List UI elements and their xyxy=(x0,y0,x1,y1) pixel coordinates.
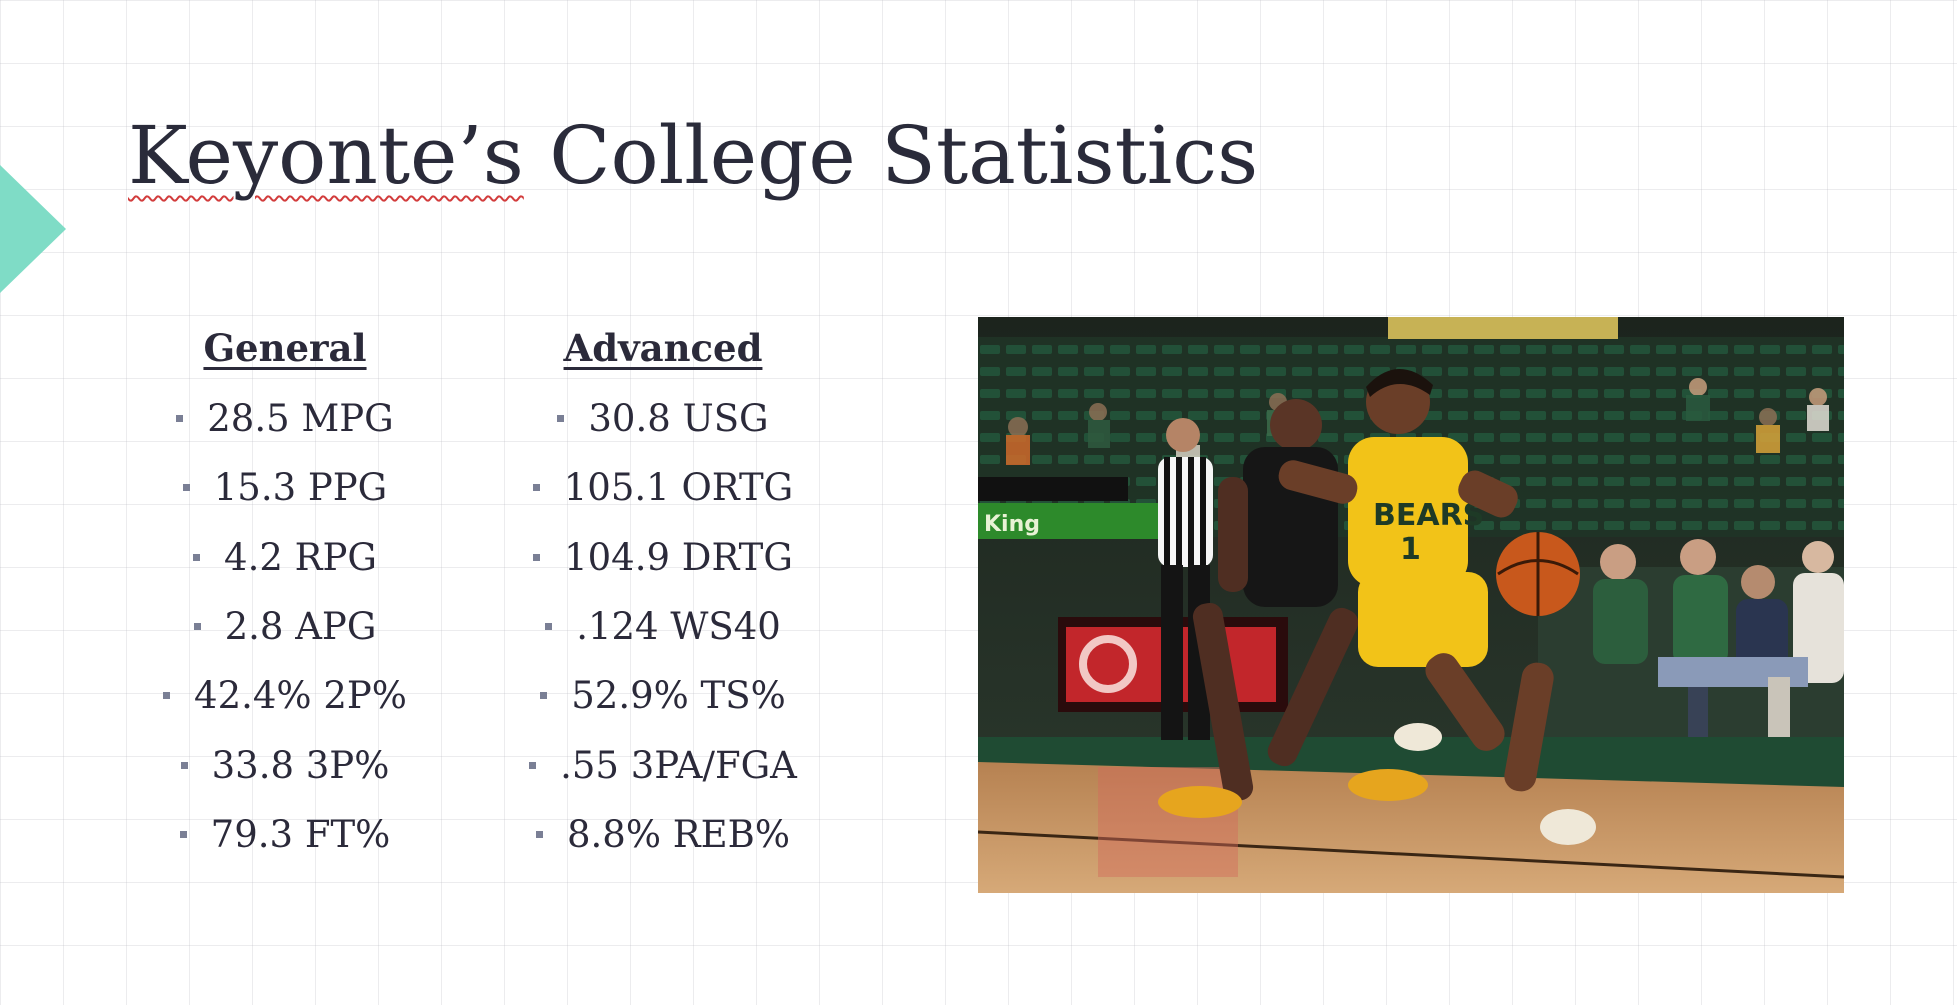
list-item: 105.1 ORTG xyxy=(498,453,828,522)
list-item: 33.8 3P% xyxy=(120,730,450,799)
bullet-icon xyxy=(532,484,540,492)
stat-text: 8.8% REB% xyxy=(567,812,790,856)
bullet-icon xyxy=(557,415,565,423)
bullet-icon xyxy=(536,830,543,838)
list-item: 79.3 FT% xyxy=(120,800,450,869)
list-item: 30.8 USG xyxy=(498,384,828,453)
advanced-heading: Advanced xyxy=(563,326,763,370)
stat-text: 15.3 PPG xyxy=(213,466,388,510)
list-item: 2.8 APG xyxy=(120,592,450,661)
stat-text: 4.2 RPG xyxy=(224,535,377,579)
bullet-icon xyxy=(540,692,548,700)
stat-text: 30.8 USG xyxy=(588,397,769,441)
scoreboard-text: King xyxy=(984,512,1040,537)
basketball-photo[interactable]: King xyxy=(978,317,1844,893)
general-heading: General xyxy=(203,326,367,370)
bullet-icon xyxy=(193,553,201,561)
bullet-icon xyxy=(163,692,171,700)
title-misspelled-word[interactable]: Keyonte’s xyxy=(128,109,524,202)
general-stats-column: General 28.5 MPG 15.3 PPG 4.2 RPG 2.8 AP… xyxy=(120,320,450,869)
bullet-icon xyxy=(176,415,184,423)
bullet-icon xyxy=(180,761,188,769)
stat-text: 105.1 ORTG xyxy=(563,466,794,510)
basketball-photo-illustration: King xyxy=(978,317,1844,893)
slide-accent-arrow xyxy=(0,165,66,293)
jersey-text: BEARS xyxy=(1373,498,1484,533)
stat-text: .55 3PA/FGA xyxy=(560,743,797,787)
list-item: 28.5 MPG xyxy=(120,384,450,453)
list-item: 4.2 RPG xyxy=(120,523,450,592)
bullet-icon xyxy=(193,623,201,631)
slide-title[interactable]: Keyonte’s College Statistics xyxy=(128,108,1258,204)
stat-text: 52.9% TS% xyxy=(571,674,786,718)
stat-text: .124 WS40 xyxy=(576,605,781,649)
list-item: 8.8% REB% xyxy=(498,800,828,869)
bullet-icon xyxy=(179,830,187,838)
list-item: 42.4% 2P% xyxy=(120,661,450,730)
list-item: 52.9% TS% xyxy=(498,661,828,730)
general-stats-list: 28.5 MPG 15.3 PPG 4.2 RPG 2.8 APG 42.4% … xyxy=(120,384,450,869)
stat-text: 28.5 MPG xyxy=(207,397,394,441)
jersey-number: 1 xyxy=(1400,532,1421,567)
advanced-stats-column: Advanced 30.8 USG 105.1 ORTG 104.9 DRTG … xyxy=(498,320,828,869)
list-item: .124 WS40 xyxy=(498,592,828,661)
stat-text: 2.8 APG xyxy=(224,605,377,649)
stat-text: 33.8 3P% xyxy=(211,743,390,787)
list-item: .55 3PA/FGA xyxy=(498,730,828,799)
list-item: 15.3 PPG xyxy=(120,453,450,522)
bullet-icon xyxy=(529,761,537,769)
bullet-icon xyxy=(182,484,190,492)
list-item: 104.9 DRTG xyxy=(498,523,828,592)
bullet-icon xyxy=(545,623,553,631)
advanced-stats-list: 30.8 USG 105.1 ORTG 104.9 DRTG .124 WS40… xyxy=(498,384,828,869)
title-text: College Statistics xyxy=(523,109,1259,202)
stat-text: 104.9 DRTG xyxy=(564,535,793,579)
bullet-icon xyxy=(533,553,541,561)
stat-text: 42.4% 2P% xyxy=(194,674,407,718)
stat-text: 79.3 FT% xyxy=(210,812,391,856)
